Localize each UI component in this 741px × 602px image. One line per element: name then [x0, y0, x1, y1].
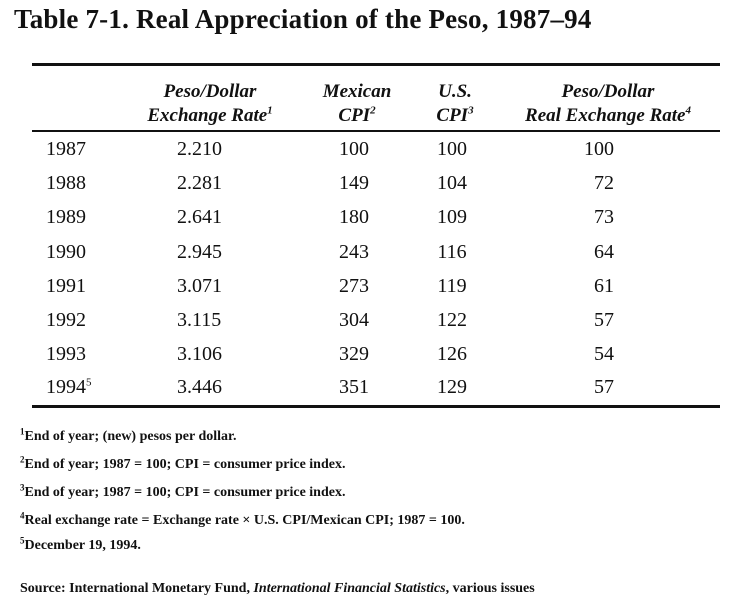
- mexican-cpi-cell: 351: [339, 376, 369, 398]
- header-mexican-cpi: Mexican CPI2: [312, 80, 402, 128]
- exchange-rate-cell: 2.210: [177, 138, 222, 160]
- us-cpi-cell: 129: [437, 376, 467, 398]
- header-line1: Peso/Dollar: [163, 81, 257, 102]
- header-line2: CPI3: [436, 104, 474, 126]
- header-exchange-rate: Peso/Dollar Exchange Rate1: [135, 80, 285, 128]
- table-row: 1989 2.641 180 109 73: [0, 206, 741, 240]
- real-rate-cell: 64: [594, 241, 614, 263]
- us-cpi-cell: 126: [437, 343, 467, 365]
- mexican-cpi-cell: 180: [339, 206, 369, 228]
- header-us-cpi: U.S. CPI3: [422, 80, 488, 128]
- header-rule: [32, 130, 720, 132]
- year-cell: 1987: [46, 138, 86, 160]
- year-cell: 1989: [46, 206, 86, 228]
- exchange-rate-cell: 2.281: [177, 172, 222, 194]
- real-rate-cell: 72: [594, 172, 614, 194]
- footnote: 2End of year; 1987 = 100; CPI = consumer…: [20, 454, 346, 472]
- year-cell: 1988: [46, 172, 86, 194]
- real-rate-cell: 73: [594, 206, 614, 228]
- footnote-marker: 3: [468, 104, 474, 117]
- year-cell: 1992: [46, 309, 86, 331]
- table-row: 1993 3.106 329 126 54: [0, 343, 741, 377]
- real-rate-cell: 57: [594, 376, 614, 398]
- year-cell: 1990: [46, 241, 86, 263]
- mexican-cpi-cell: 100: [339, 138, 369, 160]
- year-cell: 1991: [46, 275, 86, 297]
- bottom-rule: [32, 405, 720, 408]
- mexican-cpi-cell: 329: [339, 343, 369, 365]
- publication-title: International Financial Statistics: [253, 581, 446, 596]
- year-cell: 19945: [46, 376, 92, 398]
- header-line2: Exchange Rate1: [147, 104, 273, 126]
- header-line1: Mexican: [322, 81, 392, 102]
- header-line1: U.S.: [438, 81, 472, 102]
- table-row: 1987 2.210 100 100 100: [0, 138, 741, 172]
- real-rate-cell: 57: [594, 309, 614, 331]
- header-line1: Peso/Dollar: [561, 81, 655, 102]
- footnote: 3End of year; 1987 = 100; CPI = consumer…: [20, 482, 346, 500]
- us-cpi-cell: 100: [437, 138, 467, 160]
- exchange-rate-cell: 2.945: [177, 241, 222, 263]
- table-row: 1990 2.945 243 116 64: [0, 241, 741, 275]
- footnote: 4Real exchange rate = Exchange rate × U.…: [20, 510, 465, 528]
- mexican-cpi-cell: 243: [339, 241, 369, 263]
- mexican-cpi-cell: 149: [339, 172, 369, 194]
- header-real-exchange-rate: Peso/Dollar Real Exchange Rate4: [508, 80, 708, 128]
- table-row: 1988 2.281 149 104 72: [0, 172, 741, 206]
- table-row: 1992 3.115 304 122 57: [0, 309, 741, 343]
- mexican-cpi-cell: 273: [339, 275, 369, 297]
- footnote: 1End of year; (new) pesos per dollar.: [20, 426, 237, 444]
- header-line2: CPI2: [338, 104, 376, 126]
- footnote-marker: 1: [267, 104, 273, 117]
- real-rate-cell: 61: [594, 275, 614, 297]
- top-rule: [32, 63, 720, 66]
- header-line2: Real Exchange Rate4: [525, 104, 691, 126]
- table-row: 1991 3.071 273 119 61: [0, 275, 741, 309]
- table-row: 19945 3.446 351 129 57: [0, 376, 741, 410]
- source-note: Source: International Monetary Fund, Int…: [20, 581, 535, 596]
- us-cpi-cell: 104: [437, 172, 467, 194]
- us-cpi-cell: 122: [437, 309, 467, 331]
- real-rate-cell: 100: [584, 138, 614, 160]
- footnote: 5December 19, 1994.: [20, 535, 141, 553]
- footnote-marker: 4: [685, 104, 691, 117]
- mexican-cpi-cell: 304: [339, 309, 369, 331]
- footnote-marker: 2: [370, 104, 376, 117]
- exchange-rate-cell: 3.106: [177, 343, 222, 365]
- year-cell: 1993: [46, 343, 86, 365]
- exchange-rate-cell: 3.071: [177, 275, 222, 297]
- us-cpi-cell: 109: [437, 206, 467, 228]
- us-cpi-cell: 116: [437, 241, 467, 263]
- exchange-rate-cell: 2.641: [177, 206, 222, 228]
- us-cpi-cell: 119: [437, 275, 467, 297]
- table-title: Table 7-1. Real Appreciation of the Peso…: [14, 4, 592, 34]
- exchange-rate-cell: 3.446: [177, 376, 222, 398]
- real-rate-cell: 54: [594, 343, 614, 365]
- exchange-rate-cell: 3.115: [177, 309, 222, 331]
